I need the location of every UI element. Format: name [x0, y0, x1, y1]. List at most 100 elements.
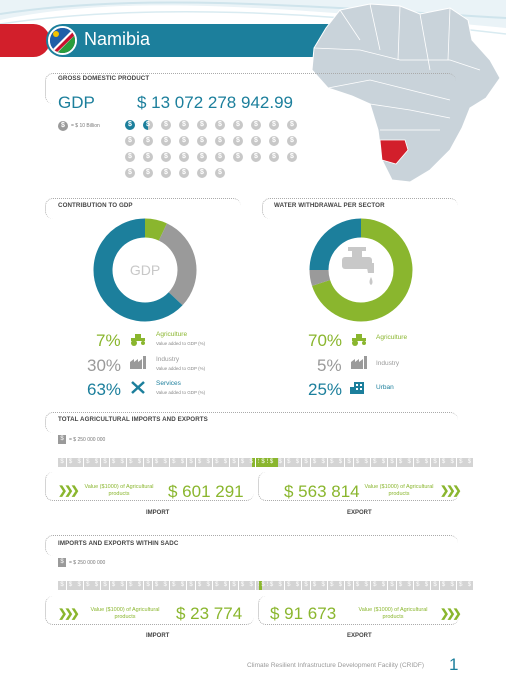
gdp-coin: $: [287, 120, 297, 130]
gdp-donut-chart: GDP: [93, 218, 197, 322]
gdp-coin: $: [179, 168, 189, 178]
import-chip: $: [109, 458, 118, 467]
gdp-coin: $: [215, 120, 225, 130]
gdp-coin: $: [287, 136, 297, 146]
chevrons-icon: ❯❯❯: [440, 608, 462, 620]
agri-import-desc: Value ($1000) of Agricultural products: [84, 484, 154, 497]
export-chip: $: [413, 581, 422, 590]
export-chip: $: [456, 581, 465, 590]
gdp-coin: $: [143, 136, 153, 146]
export-chip: $: [456, 458, 465, 467]
chevrons-icon: ❯❯❯: [58, 608, 80, 620]
import-chip: $: [230, 458, 238, 467]
gdp-coin: $: [197, 168, 207, 178]
sadc-import-frame: [45, 596, 254, 625]
agri-gdp-sub: Value added to GDP (%): [156, 341, 206, 346]
export-chip: $: [310, 581, 319, 590]
export-chip: $: [284, 581, 293, 590]
industry-gdp-sub: Value added to GDP (%): [156, 366, 206, 371]
import-chip: $: [75, 581, 84, 590]
dollar-icon: $: [58, 558, 66, 567]
gdp-coin: $: [215, 168, 225, 178]
import-chip: $: [212, 581, 221, 590]
gdp-coin: $: [125, 152, 135, 162]
sadc-export-desc: Value ($1000) of Agricultural products: [358, 607, 428, 620]
water-section-title: WATER WITHDRAWAL PER SECTOR: [274, 202, 385, 209]
export-chip: $: [439, 581, 448, 590]
gdp-coin: $: [143, 120, 153, 130]
header-red-tab: [0, 24, 50, 57]
chevrons-icon: ❯❯❯: [440, 485, 462, 497]
services-gdp-pct: 63%: [87, 380, 122, 399]
gdp-coin: $: [287, 152, 297, 162]
agri-export-frame: [258, 472, 459, 501]
export-chip: $: [302, 458, 310, 467]
import-chip: $: [238, 458, 247, 467]
factory-icon: [130, 356, 146, 369]
import-chip: $: [152, 581, 161, 590]
export-chip: $: [370, 581, 379, 590]
gdp-coin: $: [233, 152, 243, 162]
export-chip: $: [259, 458, 267, 467]
import-chip: $: [83, 581, 92, 590]
sadc-export-frame: [258, 596, 459, 625]
export-chip: $: [448, 581, 457, 590]
export-chip: $: [267, 458, 276, 467]
tap-icon: [342, 247, 374, 285]
gdp-coin: $: [161, 136, 171, 146]
export-chip: $: [431, 581, 439, 590]
export-chip: $: [276, 458, 285, 467]
export-chip: $: [293, 581, 302, 590]
sadc-import-desc: Value ($1000) of Agricultural products: [90, 607, 160, 620]
tools-icon: [131, 381, 145, 394]
sadc-import-label: IMPORT: [146, 633, 170, 639]
export-chip: $: [276, 581, 285, 590]
chevrons-icon: ❯❯❯: [58, 485, 80, 497]
export-chip: $: [362, 581, 371, 590]
import-chip: $: [187, 581, 195, 590]
agri-export-desc: Value ($1000) of Agricultural products: [364, 484, 434, 497]
import-chip: $: [178, 581, 187, 590]
import-chip: $: [58, 581, 66, 590]
export-chip: $: [259, 581, 267, 590]
import-chip: $: [101, 458, 109, 467]
import-chip: $: [204, 581, 213, 590]
gdp-coin: $: [269, 136, 279, 146]
import-chip: $: [247, 458, 256, 467]
services-gdp-label: Services: [156, 380, 181, 387]
agri-export-value: $ 563 814: [284, 482, 360, 501]
agri-trade-legend: = $ 250 000 000: [69, 437, 106, 443]
export-chip: $: [439, 458, 448, 467]
sadc-trade-section-title: IMPORTS AND EXPORTS WITHIN SADC: [58, 540, 179, 547]
export-chip: $: [336, 581, 345, 590]
export-chip: $: [345, 581, 353, 590]
agri-water-label: Agriculture: [376, 334, 408, 341]
gdp-coin: $: [143, 152, 153, 162]
factory-icon: [351, 356, 367, 369]
gdp-coin: $: [179, 152, 189, 162]
import-chip: $: [212, 458, 221, 467]
sadc-export-label: EXPORT: [347, 633, 372, 639]
industry-water-pct: 5%: [317, 356, 342, 375]
import-chip: $: [66, 581, 75, 590]
import-chip: $: [92, 581, 101, 590]
export-chip: $: [379, 458, 388, 467]
import-chip: $: [230, 581, 238, 590]
dollar-icon: $: [58, 435, 66, 444]
export-chip: $: [465, 458, 474, 467]
export-chip: $: [431, 458, 439, 467]
export-chip: $: [422, 581, 431, 590]
gdp-legend: = $ 10 Billion: [71, 123, 100, 129]
export-chip: $: [405, 581, 414, 590]
page-number: 1: [449, 655, 459, 674]
urban-water-label: Urban: [376, 384, 394, 391]
export-chip: $: [370, 458, 379, 467]
gdp-section-frame: [45, 73, 456, 104]
gdp-coin: $: [161, 168, 171, 178]
sadc-trade-section-frame: [45, 535, 458, 556]
export-chip: $: [396, 458, 405, 467]
export-chip: $: [319, 458, 328, 467]
building-icon: [350, 382, 364, 394]
import-chip: $: [144, 458, 152, 467]
gdp-donut-center-label: GDP: [130, 262, 160, 278]
